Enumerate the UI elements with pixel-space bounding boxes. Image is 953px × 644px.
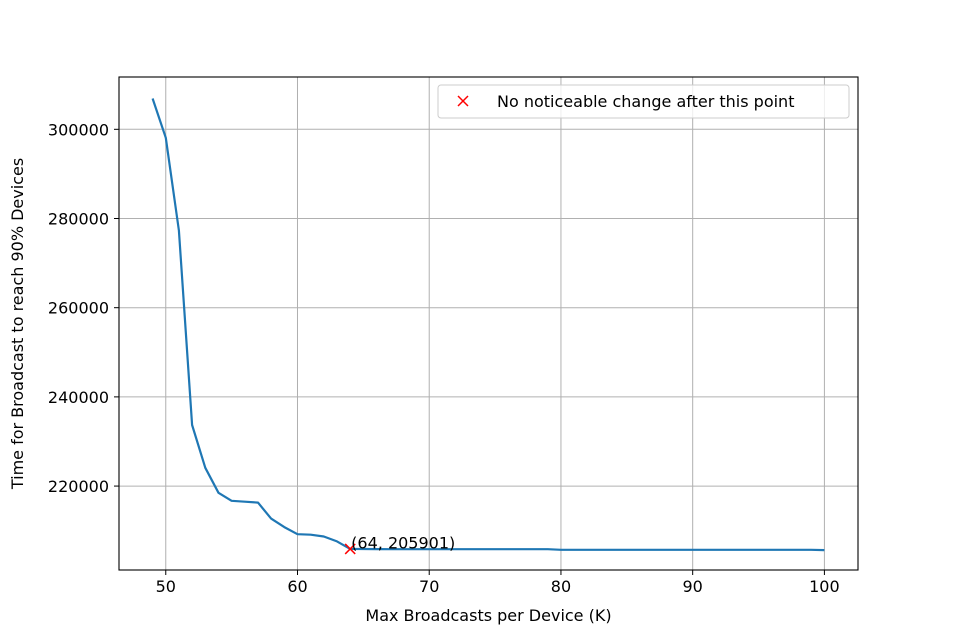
y-tick-label: 280000 [48,210,109,229]
axis-ticks: 50 60 70 80 90 100 220000 240000 260000 280000 300… [48,120,840,596]
series-layer [151,98,825,552]
x-axis-label: Max Broadcasts per Device (K) [365,606,611,625]
y-tick-label: 260000 [48,299,109,318]
legend: No noticeable change after this point [437,84,850,119]
x-marker-stroke [344,543,356,555]
x-tick-label: 70 [419,577,439,596]
y-tick-label: 300000 [48,120,109,139]
legend-label: No noticeable change after this point [497,92,794,111]
y-tick-label: 220000 [48,477,109,496]
plot-frame [118,76,859,571]
marker-layer [344,543,356,555]
y-tick-label: 240000 [48,388,109,407]
legend-x-marker-icon [457,95,469,107]
x-tick-label: 60 [287,577,307,596]
x-marker-icon [344,543,356,555]
grid [119,77,858,570]
point-annotation: (64, 205901) [351,533,455,552]
x-tick-label: 90 [683,577,703,596]
x-tick-label: 100 [809,577,840,596]
x-tick-label: 50 [156,577,176,596]
series-line [151,98,825,552]
x-tick-label: 80 [551,577,571,596]
legend-box [437,84,850,119]
y-axis-label: Time for Broadcast to reach 90% Devices [8,158,27,490]
legend-marker-stroke [457,95,469,107]
